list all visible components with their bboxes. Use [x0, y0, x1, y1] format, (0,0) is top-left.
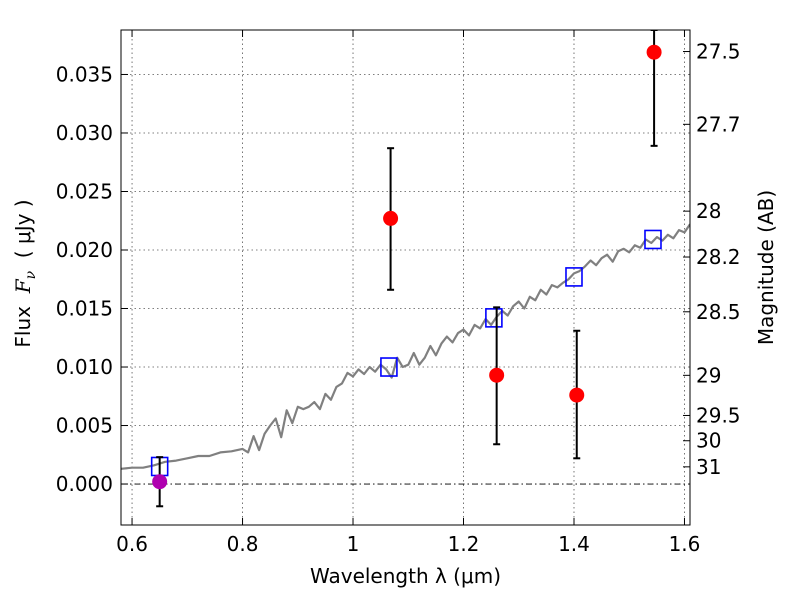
y-axis-title-subscript: ν [23, 270, 39, 279]
plot-frame [120, 29, 691, 526]
y-axis-title-symbol: F [11, 278, 35, 294]
y-tick-label: 0.005 [56, 414, 113, 438]
model-square-point [565, 267, 583, 287]
y2-tick-label: 28 [696, 199, 721, 223]
y2-tick-label: 28.2 [696, 245, 741, 269]
observed-point [489, 367, 505, 383]
y-tick-label: 0.010 [56, 355, 113, 379]
y-tick-label: 0.015 [56, 297, 113, 321]
spectrum-line [121, 223, 690, 470]
observed-point [152, 474, 168, 490]
observed-point [383, 210, 399, 226]
y2-tick-label: 28.5 [696, 300, 741, 324]
x-tick-label: 0.8 [227, 532, 259, 556]
y-tick-label: 0.020 [56, 238, 113, 262]
model-square-point [485, 308, 503, 328]
y2-tick-label: 29.5 [696, 403, 741, 427]
x-tick-label: 1.2 [448, 532, 480, 556]
grid-layer [121, 30, 690, 525]
observed-point [646, 44, 662, 60]
x-tick-label: 1.6 [669, 532, 701, 556]
y2-tick-label: 27.5 [696, 40, 741, 64]
model-square-point [380, 357, 398, 377]
observed-point [569, 387, 585, 403]
y2-tick-label: 27.7 [696, 112, 741, 136]
y-axis-title-suffix: ( μJy ) [11, 199, 35, 271]
y-tick-label: 0.000 [56, 472, 113, 496]
x-tick-label: 1 [347, 532, 360, 556]
y2-axis-title: Magnitude (AB) [754, 190, 778, 345]
y2-tick-label: 31 [696, 455, 721, 479]
tick-layer: 0.6 0.8 1 1.2 1.4 1.6 0.000 0.005 0.010 0.015 0.02… [56, 30, 741, 556]
x-tick-label: 0.6 [116, 532, 148, 556]
y-axis-title-prefix: Flux [11, 293, 35, 347]
y-tick-label: 0.025 [56, 179, 113, 203]
model-square-point [644, 229, 662, 250]
y2-tick-label: 29 [696, 363, 721, 387]
y-tick-label: 0.030 [56, 121, 113, 145]
y2-tick-label: 30 [696, 429, 721, 453]
y-axis-title: Flux Fν ( μJy ) [11, 199, 39, 347]
plot-series [121, 30, 690, 508]
plot-layer [121, 30, 690, 508]
x-axis-title: Wavelength λ (μm) [310, 564, 501, 588]
x-tick-label: 1.4 [558, 532, 590, 556]
y-tick-label: 0.035 [56, 62, 113, 86]
